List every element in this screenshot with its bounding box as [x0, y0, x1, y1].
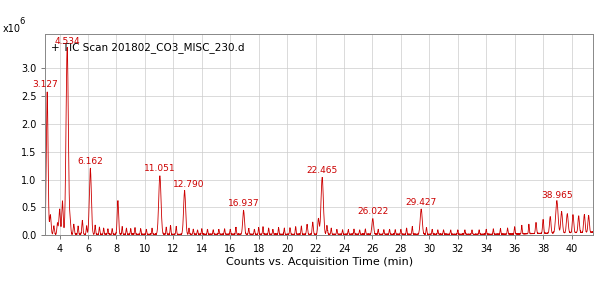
Text: 16.937: 16.937	[227, 199, 260, 208]
Text: 6.162: 6.162	[77, 157, 103, 166]
Text: + TIC Scan 201802_CO3_MISC_230.d: + TIC Scan 201802_CO3_MISC_230.d	[51, 42, 244, 53]
Text: 12.790: 12.790	[173, 180, 204, 189]
Text: 29.427: 29.427	[405, 198, 437, 207]
Text: 4.534: 4.534	[54, 37, 80, 46]
Text: 11.051: 11.051	[144, 164, 175, 173]
Text: 6: 6	[19, 17, 25, 26]
Text: 3.127: 3.127	[32, 79, 58, 89]
Text: 22.465: 22.465	[307, 166, 338, 175]
Text: x10: x10	[3, 24, 21, 34]
X-axis label: Counts vs. Acquisition Time (min): Counts vs. Acquisition Time (min)	[226, 257, 413, 267]
Text: 26.022: 26.022	[357, 207, 388, 216]
Text: 38.965: 38.965	[541, 191, 573, 200]
